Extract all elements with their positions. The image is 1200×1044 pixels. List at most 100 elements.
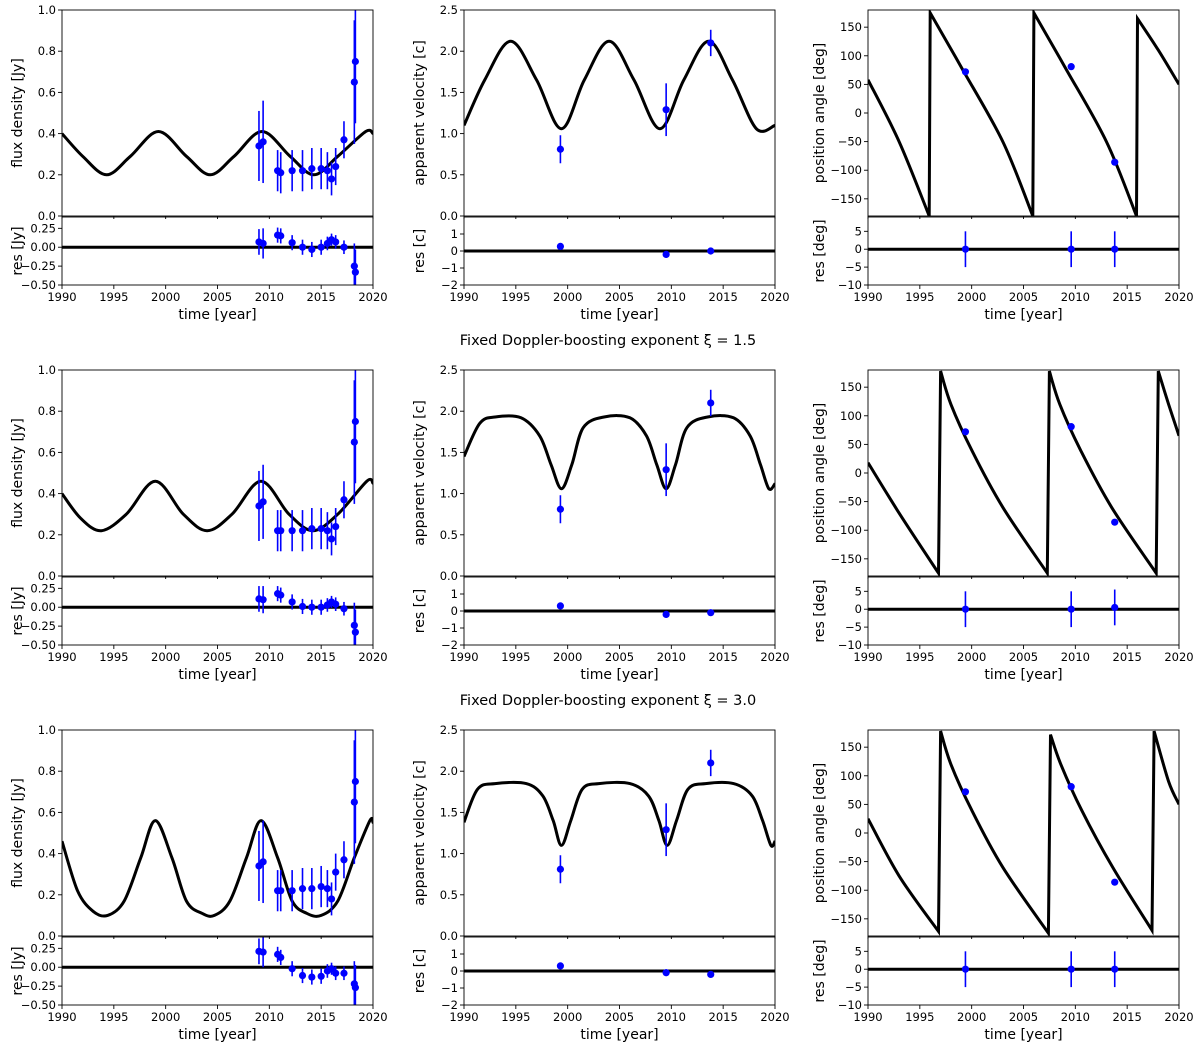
data-point (323, 527, 331, 535)
y-tick-label: 0.0 (440, 209, 458, 223)
x-tick-label: 2015 (307, 650, 336, 664)
y-tick-label: 100 (840, 409, 862, 423)
x-tick-label: 2020 (760, 290, 789, 304)
data-point (323, 885, 331, 893)
y-tick-label: 0.0 (440, 569, 458, 583)
y-tick-label: 0 (855, 106, 862, 120)
residual-point (288, 598, 296, 606)
x-axis-label: time [year] (178, 307, 256, 323)
res-y-tick-label: 0 (451, 964, 458, 978)
res-y-tick-label: 1 (451, 947, 458, 961)
x-tick-label: 2005 (605, 650, 634, 664)
y-tick-label: 0.5 (440, 528, 458, 542)
res-y-tick-label: 0.25 (30, 941, 56, 955)
res-y-tick-label: 5 (855, 944, 862, 958)
residual-point (662, 610, 670, 619)
residual-point (1067, 245, 1075, 253)
y-axis-label: position angle [deg] (812, 403, 828, 544)
y-tick-label: 150 (840, 20, 862, 34)
y-tick-label: 2.0 (440, 404, 458, 418)
y-axis-label: position angle [deg] (812, 43, 828, 184)
y-tick-label: 0.5 (440, 888, 458, 902)
data-point (308, 165, 316, 173)
y-axis-label: apparent velocity [c] (412, 40, 428, 186)
x-tick-label: 2015 (1113, 650, 1142, 664)
residual-point (1067, 605, 1075, 613)
residual-point (259, 948, 267, 956)
data-point (317, 165, 325, 173)
x-tick-label: 2000 (553, 1010, 582, 1024)
x-axis-label: time [year] (580, 307, 658, 323)
y-tick-label: 150 (840, 740, 862, 754)
x-tick-label: 2020 (1164, 650, 1193, 664)
data-point (707, 399, 715, 407)
subplot-flux-density-row1: 0.0 0.2 0.4 0.6 0.8 1.0 −0.50 −0.25 0.00 0.25 1990… (10, 3, 388, 323)
data-point (288, 527, 296, 535)
x-tick-label: 1990 (47, 1010, 76, 1024)
data-point (351, 417, 359, 426)
x-tick-label: 1995 (905, 650, 934, 664)
x-tick-label: 2000 (957, 650, 986, 664)
x-axis-label: time [year] (984, 307, 1062, 323)
y-tick-label: 0 (855, 826, 862, 840)
y-tick-label: −50 (838, 855, 862, 869)
data-point (1067, 63, 1075, 71)
x-axis-label: time [year] (580, 667, 658, 683)
residual-point (340, 605, 348, 613)
y-tick-label: −100 (830, 163, 862, 177)
y-tick-label: −150 (830, 912, 862, 926)
data-point (340, 496, 348, 504)
row-title: Fixed Doppler-boosting exponent ξ = 1.5 (460, 333, 757, 349)
y-tick-label: 1.5 (440, 85, 458, 99)
residual-point (961, 605, 970, 613)
y-tick-label: 1.0 (440, 487, 458, 501)
x-tick-label: 1990 (853, 650, 882, 664)
residual-point (1111, 603, 1119, 612)
data-point (259, 858, 267, 866)
data-point (351, 777, 359, 786)
res-y-tick-label: −0.25 (21, 259, 56, 273)
residual-point (961, 245, 970, 253)
y-tick-label: 1.0 (440, 847, 458, 861)
data-point (332, 868, 340, 876)
x-tick-label: 2005 (203, 650, 232, 664)
y-tick-label: 1.0 (38, 723, 56, 737)
residual-point (340, 969, 348, 977)
y-tick-label: 0.0 (38, 569, 56, 583)
data-point (351, 57, 359, 66)
x-tick-label: 2020 (1164, 290, 1193, 304)
y-tick-label: 50 (847, 77, 862, 91)
y-tick-label: 0.6 (38, 805, 56, 819)
residual-point (259, 596, 267, 604)
data-point (288, 887, 296, 895)
model-curve (464, 414, 775, 491)
data-point (662, 466, 670, 474)
x-axis-label: time [year] (580, 1027, 658, 1043)
data-point (298, 885, 307, 893)
residual-axes-frame (61, 576, 374, 646)
subplot-flux-density-row2: 0.0 0.2 0.4 0.6 0.8 1.0 −0.50 −0.25 0.00 0.25 1990… (10, 363, 388, 683)
main-axes-frame (867, 369, 1180, 577)
x-tick-label: 2000 (553, 290, 582, 304)
subplot-flux-density-row3: 0.0 0.2 0.4 0.6 0.8 1.0 −0.50 −0.25 0.00 0.25 1990… (10, 723, 388, 1043)
res-y-tick-label: 1 (451, 227, 458, 241)
data-point (277, 527, 285, 535)
data-point (556, 865, 565, 873)
x-tick-label: 2020 (358, 1010, 387, 1024)
data-point (1111, 158, 1119, 166)
residual-y-axis-label: res [c] (412, 229, 428, 273)
x-tick-label: 2010 (1061, 1010, 1090, 1024)
residual-y-axis-label: res [deg] (812, 939, 828, 1002)
y-tick-label: −150 (830, 552, 862, 566)
y-tick-label: 0.4 (38, 127, 56, 141)
model-curve (62, 816, 373, 918)
x-tick-label: 2015 (709, 290, 738, 304)
residual-point (277, 232, 285, 240)
y-axis-label: apparent velocity [c] (412, 400, 428, 546)
y-axis-label: flux density [Jy] (10, 58, 26, 168)
data-point (1111, 518, 1119, 526)
row-title: Fixed Doppler-boosting exponent ξ = 3.0 (460, 693, 757, 709)
residual-point (298, 602, 307, 611)
x-tick-label: 2020 (760, 1010, 789, 1024)
